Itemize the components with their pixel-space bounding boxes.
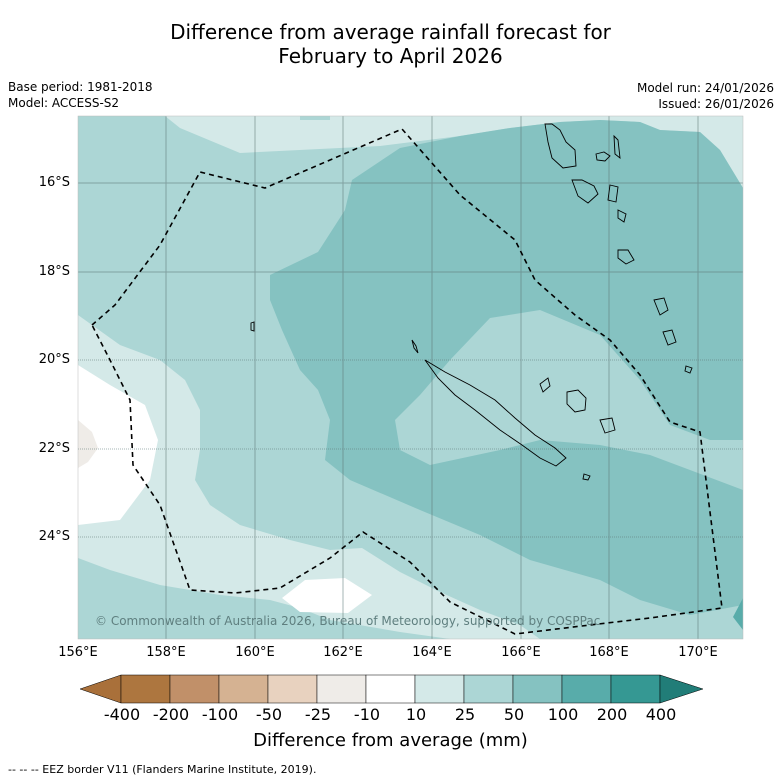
colorbar-under-arrow (79, 674, 122, 704)
island-coastline (544, 123, 577, 169)
contour-10-25-top (165, 116, 743, 188)
colorbar-bin (414, 674, 465, 704)
island-coastline (250, 321, 255, 332)
rainfall-contour-map (78, 116, 743, 639)
island-coastline (539, 377, 551, 393)
colorbar-bin (267, 674, 318, 704)
colorbar-tick: 100 (547, 705, 579, 724)
island-coastline (662, 329, 677, 346)
colorbar-bin (316, 674, 367, 704)
colorbar-bin (512, 674, 563, 704)
contour-dry-spot (78, 420, 98, 468)
contour-25-50-top (300, 116, 330, 120)
contour-50-100 (270, 120, 743, 615)
colorbar-tick: 25 (454, 705, 476, 724)
colorbar-tick: 400 (645, 705, 677, 724)
lon-label: 166°E (501, 645, 541, 660)
colorbar-bins (120, 674, 661, 704)
model-run: Model run: 24/01/2026 (636, 81, 774, 95)
colorbar-bin (463, 674, 514, 704)
island-coastline (617, 249, 635, 265)
title-line-1: Difference from average rainfall forecas… (170, 20, 611, 44)
colorbar-bin (561, 674, 612, 704)
contour-25-50-southwest (78, 558, 450, 639)
colorbar-tick: -400 (103, 705, 141, 724)
colorbar-tick: -25 (304, 705, 332, 724)
contour-near-average-west (78, 365, 158, 525)
lon-label: 164°E (412, 645, 452, 660)
map-frame (77, 115, 744, 640)
lat-label: 16°S (38, 175, 70, 190)
title-line-2: February to April 2026 (278, 44, 503, 68)
colorbar-tick: -100 (201, 705, 239, 724)
lat-label: 22°S (38, 441, 70, 456)
new-caledonia-coastline (424, 359, 567, 467)
lon-label: 168°E (589, 645, 629, 660)
island-coastline (653, 297, 669, 316)
island-coastline (617, 209, 627, 223)
issued-date: Issued: 26/01/2026 (658, 97, 774, 111)
colorbar-tick: -200 (152, 705, 190, 724)
colorbar-tick: 50 (503, 705, 525, 724)
coastlines (250, 123, 693, 481)
colorbar-tick: -50 (255, 705, 283, 724)
colorbar-over-arrow (659, 674, 704, 704)
colorbar-bin (218, 674, 269, 704)
lat-label: 24°S (38, 529, 70, 544)
island-coastline (566, 389, 587, 413)
contour-100-200 (733, 598, 743, 630)
eez-legend-note: -- -- -- EEZ border V11 (Flanders Marine… (8, 763, 317, 776)
model-name: Model: ACCESS-S2 (8, 96, 120, 110)
island-coastline (607, 184, 619, 203)
colorbar-tick: 200 (596, 705, 628, 724)
island-coastline (582, 473, 591, 481)
colorbar-bin (169, 674, 220, 704)
lon-label: 170°E (678, 645, 718, 660)
colorbar-label: Difference from average (mm) (253, 730, 528, 751)
lon-label: 162°E (323, 645, 363, 660)
base-period: Base period: 1981-2018 (8, 80, 153, 94)
lat-label: 20°S (38, 352, 70, 367)
colorbar-tick: 10 (405, 705, 427, 724)
island-coastline (595, 151, 611, 162)
graticule (78, 116, 743, 639)
island-coastline (411, 339, 419, 354)
eez-border (91, 128, 723, 635)
contour-near-average-south (282, 578, 372, 613)
lon-label: 158°E (146, 645, 186, 660)
contour-10-25-west (78, 315, 540, 639)
colorbar-bin (610, 674, 661, 704)
lat-label: 18°S (38, 264, 70, 279)
colorbar-tick: -10 (353, 705, 381, 724)
lon-label: 156°E (58, 645, 98, 660)
island-coastline (613, 134, 621, 160)
copyright-notice: © Commonwealth of Australia 2026, Bureau… (95, 614, 601, 628)
colorbar-bin (365, 674, 416, 704)
lon-label: 160°E (235, 645, 275, 660)
colorbar-bin (120, 674, 171, 704)
colorbar (79, 674, 704, 704)
island-coastline (571, 179, 599, 204)
island-coastline (599, 417, 616, 434)
island-coastline (684, 365, 693, 374)
